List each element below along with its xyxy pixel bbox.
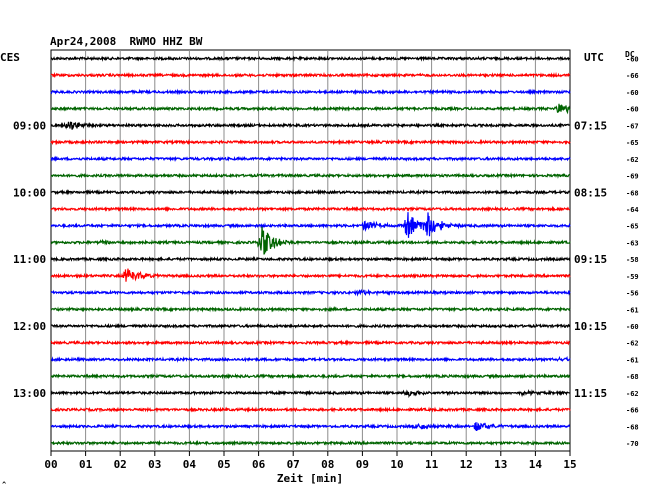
- x-tick-label: 01: [79, 458, 93, 471]
- trace-row-18: [51, 355, 571, 363]
- trace-row-0: [50, 55, 571, 62]
- trace-row-16: [50, 322, 571, 330]
- trace-row-6: [50, 155, 571, 163]
- trace-row-7: [50, 172, 571, 179]
- trace-row-4: [50, 121, 571, 130]
- left-time-label: 10:00: [13, 186, 46, 199]
- left-timezone-label: CES: [0, 51, 20, 64]
- dc-offset-label: -56: [626, 290, 639, 298]
- x-tick-label: 15: [563, 458, 576, 471]
- trace-row-3: [50, 103, 571, 115]
- dc-offset-label: -62: [626, 340, 639, 348]
- x-tick-label: 02: [114, 458, 127, 471]
- trace-row-20: [50, 388, 571, 399]
- x-tick-label: 10: [390, 458, 403, 471]
- right-time-label: 07:15: [574, 119, 607, 132]
- dc-offset-label: -68: [626, 423, 639, 431]
- dc-offset-label: -59: [626, 273, 639, 281]
- dc-offset-label: -69: [626, 173, 639, 181]
- x-tick-label: 04: [183, 458, 197, 471]
- traces: -60 -66 -60 -60 -67 -65 -62 -69 -68 -64 -65 -63 -58 -…: [50, 55, 639, 448]
- x-ticks: 00 01 02 03 04 05 06 07 08 09 10 11 12 13 14 15: [44, 451, 577, 471]
- trace-row-10: [50, 212, 571, 238]
- x-tick-label: 06: [252, 458, 266, 471]
- corner-mark: ^: [2, 481, 7, 489]
- x-tick-label: 07: [287, 458, 300, 471]
- x-tick-label: 03: [148, 458, 161, 471]
- trace-row-8: [50, 188, 571, 196]
- trace-row-14: [50, 288, 571, 297]
- dc-offset-label: -70: [626, 440, 639, 448]
- dc-offset-label: -58: [626, 256, 639, 264]
- dc-header: DC: [625, 50, 635, 59]
- trace-row-13: [50, 268, 571, 282]
- chart-title: Apr24,2008 RWMO HHZ BW: [50, 35, 203, 48]
- dc-offset-label: -68: [626, 189, 639, 197]
- trace-row-12: [50, 255, 571, 263]
- plot-frame: [50, 49, 571, 452]
- x-tick-label: 12: [460, 458, 473, 471]
- dc-offset-label: -65: [626, 139, 639, 147]
- left-time-label: 12:00: [13, 320, 46, 333]
- dc-offset-label: -60: [626, 323, 639, 331]
- dc-offset-label: -64: [626, 206, 639, 214]
- x-tick-label: 14: [529, 458, 543, 471]
- x-tick-label: 00: [44, 458, 57, 471]
- dc-offset-label: -63: [626, 239, 639, 247]
- row-labels: 09:00 10:00 11:00 12:00 13:00 07:15 08:15 09:15…: [13, 119, 607, 400]
- right-timezone-label: UTC: [584, 51, 604, 64]
- right-time-label: 08:15: [574, 186, 607, 199]
- dc-offset-label: -65: [626, 223, 639, 231]
- left-time-label: 09:00: [13, 119, 46, 132]
- dc-offset-label: -67: [626, 122, 639, 130]
- right-time-label: 09:15: [574, 253, 607, 266]
- trace-row-1: [50, 71, 571, 79]
- x-tick-label: 09: [356, 458, 369, 471]
- trace-row-9: [50, 205, 571, 213]
- dc-offset-label: -61: [626, 306, 639, 314]
- trace-row-22: [50, 422, 571, 432]
- dc-offset-label: -60: [626, 89, 639, 97]
- dc-offset-label: -60: [626, 106, 639, 114]
- trace-row-11: [50, 226, 571, 255]
- x-axis-label: Zeit [min]: [277, 472, 343, 485]
- dc-offset-label: -62: [626, 156, 639, 164]
- trace-row-19: [50, 372, 571, 380]
- trace-row-2: [50, 88, 571, 96]
- dc-offset-label: -66: [626, 72, 639, 80]
- trace-row-23: [50, 439, 571, 447]
- trace-row-17: [50, 339, 571, 347]
- right-time-label: 10:15: [574, 320, 607, 333]
- trace-row-15: [50, 305, 571, 313]
- x-tick-label: 08: [321, 458, 334, 471]
- dc-offset-label: -61: [626, 357, 639, 365]
- dc-offset-label: -60: [626, 56, 639, 64]
- x-tick-label: 11: [425, 458, 439, 471]
- x-tick-label: 13: [494, 458, 507, 471]
- left-time-label: 11:00: [13, 253, 46, 266]
- grid: [50, 49, 571, 452]
- trace-row-21: [50, 406, 571, 414]
- dc-offset-label: -62: [626, 390, 639, 398]
- trace-row-5: [50, 138, 571, 146]
- left-time-label: 13:00: [13, 387, 46, 400]
- dc-offset-label: -66: [626, 407, 639, 415]
- right-time-label: 11:15: [574, 387, 607, 400]
- x-tick-label: 05: [217, 458, 230, 471]
- dc-offset-label: -68: [626, 373, 639, 381]
